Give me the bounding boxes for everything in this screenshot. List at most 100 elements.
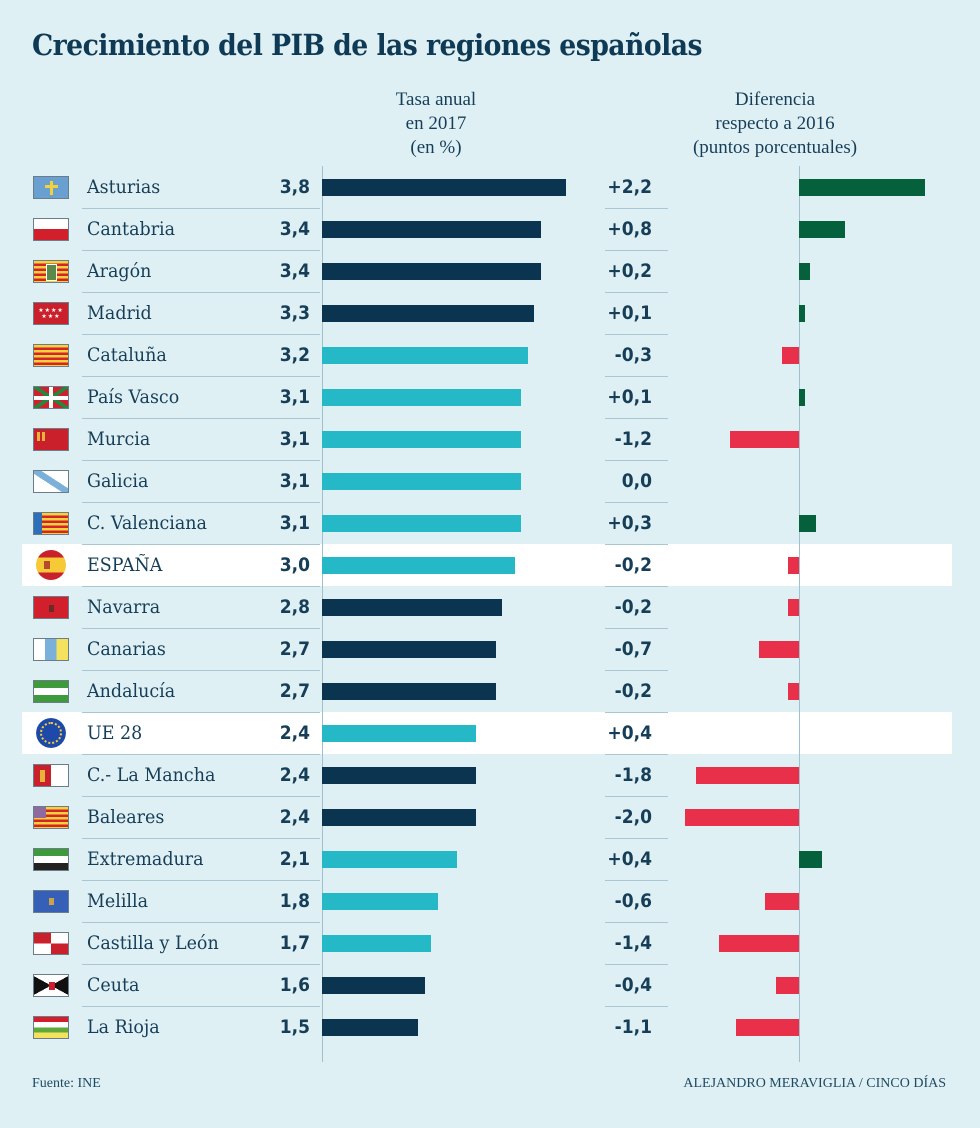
annual-header-line: Tasa anual [395,89,477,110]
row-separator [605,880,668,881]
diff-value-label: -0,4 [614,974,652,996]
annual-value-label: 1,8 [279,890,310,912]
diff-bar-positive [799,850,822,868]
chart-title: Crecimiento del PIB de las regiones espa… [32,28,702,62]
diff-value-label: -1,8 [614,764,652,786]
row-separator [82,754,320,755]
region-label: C. Valenciana [87,512,207,534]
murcia-flag-icon [33,427,69,451]
row-separator [605,712,668,713]
castilla-la-mancha-flag-icon [33,763,69,787]
row-separator [605,838,668,839]
diff-bar-positive [799,220,845,238]
valenciana-flag-icon [33,511,69,535]
annual-value-label: 1,6 [279,974,310,996]
region-label: Melilla [87,890,149,912]
row-separator [605,670,668,671]
diff-value-label: +0,4 [607,848,652,870]
region-label: Castilla y León [87,932,219,954]
annual-bar [322,514,522,532]
region-label: Aragón [87,260,152,282]
row-separator [605,796,668,797]
diff-value-label: -1,4 [614,932,652,954]
annual-value-label: 2,1 [279,848,310,870]
diff-bar-positive [799,304,805,322]
annual-bar [322,1018,419,1036]
row-separator [605,628,668,629]
annual-bar [322,976,425,994]
diff-bar-negative [696,766,799,784]
row-separator [605,964,668,965]
asturias-flag-icon [33,175,69,199]
annual-bar [322,262,541,280]
la-rioja-flag-icon [33,1015,69,1039]
diff-bar-positive [799,388,805,406]
diff-bar-negative [736,1018,799,1036]
region-label: Galicia [87,470,149,492]
diff-bar-negative [776,976,799,994]
annual-bar [322,850,458,868]
row-separator [605,754,668,755]
annual-value-label: 3,1 [279,512,310,534]
annual-value-label: 3,3 [279,302,310,324]
row-separator [82,838,320,839]
annual-bar [322,808,477,826]
row-separator [605,922,668,923]
annual-header-line: (en %) [410,137,462,158]
annual-bar [322,934,432,952]
annual-bar [322,640,496,658]
annual-value-label: 2,7 [279,638,310,660]
diff-bar-negative [787,556,799,574]
diff-bar-negative [730,430,799,448]
diff-value-label: +0,4 [607,722,652,744]
annual-value-label: 3,4 [279,218,310,240]
annual-bar [322,556,515,574]
annual-bar [322,346,528,364]
row-separator [605,418,668,419]
row-separator [82,712,320,713]
diff-value-label: -2,0 [614,806,652,828]
row-separator [605,376,668,377]
region-label: Navarra [87,596,161,618]
diff-value-label: -0,2 [614,554,652,576]
diff-bar-negative [787,598,799,616]
row-separator [82,1006,320,1007]
region-label: Andalucía [87,680,176,702]
row-separator [82,208,320,209]
region-label: Asturias [87,176,161,198]
annual-bar [322,388,522,406]
diff-zero-axis-line [799,166,800,1062]
row-separator [82,376,320,377]
row-separator [605,292,668,293]
madrid-flag-icon: ★★★★ ★★★ [33,301,69,325]
annual-bar [322,598,503,616]
ceuta-flag-icon [33,973,69,997]
annual-value-label: 1,7 [279,932,310,954]
diff-bar-positive [799,178,925,196]
region-label: Baleares [87,806,165,828]
annual-bar [322,766,477,784]
annual-value-label: 2,4 [279,806,310,828]
diff-value-label: -0,7 [614,638,652,660]
row-separator [82,292,320,293]
row-separator [82,334,320,335]
region-label: Canarias [87,638,166,660]
diff-bar-positive [799,262,811,280]
aragon-flag-icon [33,259,69,283]
spain-flag-icon [36,550,66,580]
highlight-row-background [22,712,952,754]
diff-value-label: +0,1 [607,302,652,324]
region-label: Extremadura [87,848,204,870]
row-separator [605,1006,668,1007]
region-label: C.- La Mancha [87,764,216,786]
diff-bar-negative [718,934,799,952]
diff-bar-negative [781,346,799,364]
diff-bar-negative [787,682,799,700]
row-separator [82,250,320,251]
diff-value-label: +0,8 [607,218,652,240]
diff-bar-negative [764,892,799,910]
row-separator [82,460,320,461]
row-separator [82,670,320,671]
row-separator [605,250,668,251]
region-label: Ceuta [87,974,140,996]
